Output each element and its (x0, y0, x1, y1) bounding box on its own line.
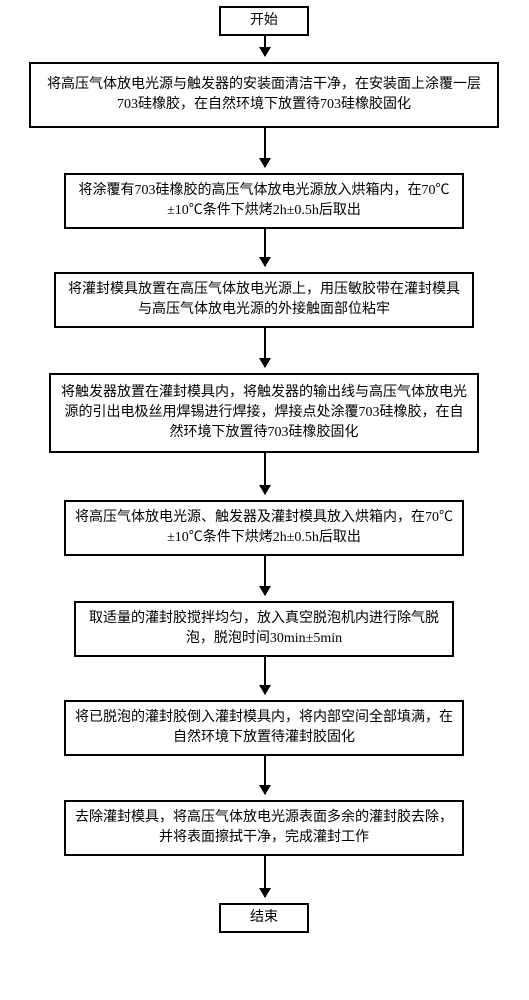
flow-node-s2: 将涂覆有703硅橡胶的高压气体放电光源放入烘箱内，在70℃±10℃条件下烘烤2h… (64, 173, 464, 229)
flow-node-end: 结束 (219, 903, 309, 933)
flowchart-canvas: 开始将高压气体放电光源与触发器的安装面清洁干净，在安装面上涂覆一层703硅橡胶，… (0, 0, 529, 1000)
flow-node-s4: 将触发器放置在灌封模具内，将触发器的输出线与高压气体放电光源的引出电极丝用焊锡进… (49, 373, 479, 453)
flow-node-label: 去除灌封模具，将高压气体放电光源表面多余的灌封胶去除，并将表面擦拭干净，完成灌封… (74, 808, 454, 849)
flow-node-s7: 将已脱泡的灌封胶倒入灌封模具内，将内部空间全部填满，在自然环境下放置待灌封胶固化 (64, 700, 464, 756)
flow-node-s5: 将高压气体放电光源、触发器及灌封模具放入烘箱内，在70℃±10℃条件下烘烤2h±… (64, 500, 464, 556)
flow-arrow (264, 36, 266, 56)
flow-arrow (264, 328, 266, 367)
flow-node-label: 结束 (250, 908, 278, 928)
flow-arrow (264, 856, 266, 897)
flow-node-s8: 去除灌封模具，将高压气体放电光源表面多余的灌封胶去除，并将表面擦拭干净，完成灌封… (64, 800, 464, 856)
flow-arrow (264, 657, 266, 694)
flow-node-label: 取适量的灌封胶搅拌均匀，放入真空脱泡机内进行除气脱泡，脱泡时间30min±5mi… (84, 609, 444, 650)
flow-node-label: 开始 (250, 11, 278, 31)
flow-node-label: 将灌封模具放置在高压气体放电光源上，用压敏胶带在灌封模具与高压气体放电光源的外接… (64, 280, 464, 321)
flow-arrow (264, 556, 266, 595)
flow-node-s6: 取适量的灌封胶搅拌均匀，放入真空脱泡机内进行除气脱泡，脱泡时间30min±5mi… (74, 601, 454, 657)
flow-node-s3: 将灌封模具放置在高压气体放电光源上，用压敏胶带在灌封模具与高压气体放电光源的外接… (54, 272, 474, 328)
flow-node-s1: 将高压气体放电光源与触发器的安装面清洁干净，在安装面上涂覆一层703硅橡胶，在自… (29, 62, 499, 128)
flow-arrow (264, 229, 266, 266)
flow-node-label: 将触发器放置在灌封模具内，将触发器的输出线与高压气体放电光源的引出电极丝用焊锡进… (59, 383, 469, 444)
flow-arrow (264, 453, 266, 494)
flow-arrow (264, 128, 266, 167)
flow-node-label: 将涂覆有703硅橡胶的高压气体放电光源放入烘箱内，在70℃±10℃条件下烘烤2h… (74, 181, 454, 222)
flow-node-start: 开始 (219, 6, 309, 36)
flow-node-label: 将高压气体放电光源、触发器及灌封模具放入烘箱内，在70℃±10℃条件下烘烤2h±… (74, 508, 454, 549)
flow-node-label: 将已脱泡的灌封胶倒入灌封模具内，将内部空间全部填满，在自然环境下放置待灌封胶固化 (74, 708, 454, 749)
flow-arrow (264, 756, 266, 794)
flow-node-label: 将高压气体放电光源与触发器的安装面清洁干净，在安装面上涂覆一层703硅橡胶，在自… (39, 75, 489, 116)
